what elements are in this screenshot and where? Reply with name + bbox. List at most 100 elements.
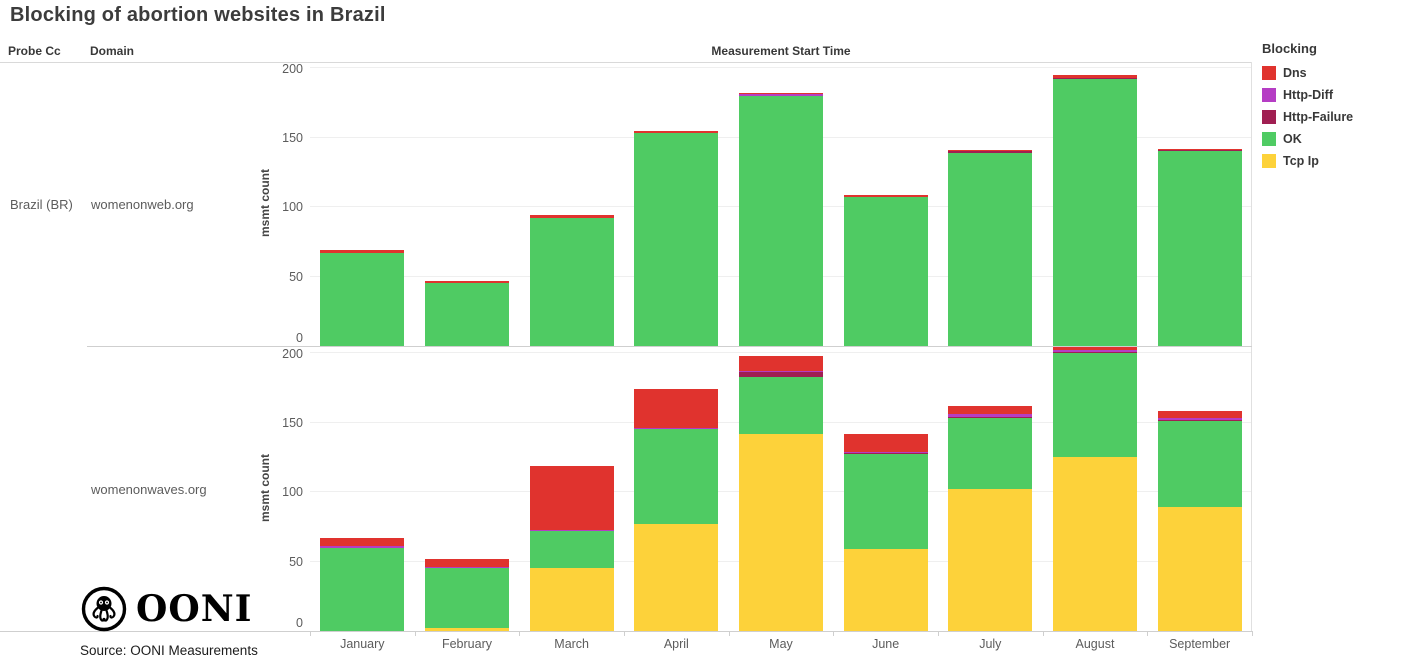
- bar-segment-ok[interactable]: [1157, 151, 1242, 346]
- bar-segment-http-diff[interactable]: [739, 371, 823, 373]
- bar-segment-tcp-ip[interactable]: [948, 489, 1033, 631]
- bar-segment-dns[interactable]: [320, 250, 405, 253]
- bar-segment-tcp-ip[interactable]: [1053, 457, 1137, 631]
- legend-swatch: [1262, 110, 1276, 124]
- bar-segment-ok[interactable]: [1053, 353, 1137, 458]
- bar-segment-dns[interactable]: [948, 405, 1033, 415]
- bar-segment-http-diff[interactable]: [425, 567, 509, 569]
- bar-segment-http-diff[interactable]: [843, 451, 928, 454]
- bar-segment-http-diff[interactable]: [739, 94, 823, 96]
- bar-march: [529, 347, 614, 631]
- bar-segment-dns[interactable]: [1053, 347, 1137, 351]
- bar-segment-dns[interactable]: [739, 93, 823, 95]
- bar-segment-dns[interactable]: [739, 355, 823, 372]
- facet-divider-line: [87, 346, 1252, 347]
- bar-segment-http-failure[interactable]: [1053, 351, 1137, 353]
- bar-segment-tcp-ip[interactable]: [425, 628, 509, 631]
- bar-segment-http-diff[interactable]: [948, 414, 1033, 417]
- bar-january: [320, 62, 405, 346]
- bar-segment-ok[interactable]: [529, 218, 614, 346]
- header-divider-line: [0, 62, 1252, 63]
- legend-swatch: [1262, 66, 1276, 80]
- bar-segment-tcp-ip[interactable]: [529, 568, 614, 631]
- bar-segment-dns[interactable]: [634, 130, 719, 134]
- bar-segment-dns[interactable]: [948, 150, 1033, 152]
- x-tick-mark: [728, 631, 730, 636]
- bar-segment-dns[interactable]: [529, 465, 614, 530]
- source-caption: Source: OONI Measurements: [80, 643, 258, 658]
- x-tick-mark: [310, 631, 311, 636]
- bar-segment-ok[interactable]: [634, 133, 719, 346]
- bar-march: [529, 62, 614, 346]
- legend-title: Blocking: [1262, 41, 1317, 56]
- bar-segment-tcp-ip[interactable]: [739, 433, 823, 631]
- bar-segment-dns[interactable]: [320, 537, 405, 547]
- y-tick-label: 0: [296, 616, 303, 630]
- bar-segment-dns[interactable]: [425, 280, 509, 284]
- bar-segment-http-failure[interactable]: [1157, 150, 1242, 152]
- bar-segment-tcp-ip[interactable]: [634, 523, 719, 631]
- legend-item-http-diff: Http-Diff: [1262, 84, 1353, 106]
- gridline: [310, 67, 1251, 68]
- bar-segment-ok[interactable]: [634, 429, 719, 524]
- y-tick-label: 50: [289, 554, 303, 569]
- y-tick-label: 100: [282, 485, 303, 499]
- legend-item-tcp ip: Tcp Ip: [1262, 150, 1353, 172]
- legend-label: Http-Diff: [1283, 88, 1333, 102]
- y-tick-label: 200: [282, 62, 303, 76]
- bar-segment-ok[interactable]: [1053, 79, 1137, 346]
- bar-segment-http-failure[interactable]: [948, 151, 1033, 153]
- bar-segment-http-failure[interactable]: [843, 453, 928, 455]
- bar-segment-http-failure[interactable]: [948, 416, 1033, 419]
- bar-segment-ok[interactable]: [843, 197, 928, 346]
- bar-segment-ok[interactable]: [843, 454, 928, 549]
- bar-segment-ok[interactable]: [320, 547, 405, 631]
- y-tick-label: 0: [296, 331, 303, 345]
- legend-swatch: [1262, 154, 1276, 168]
- bar-segment-ok[interactable]: [948, 152, 1033, 346]
- bar-segment-http-diff[interactable]: [1157, 418, 1242, 420]
- bar-segment-tcp-ip[interactable]: [1157, 507, 1242, 631]
- legend-item-ok: OK: [1262, 128, 1353, 150]
- bar-segment-ok[interactable]: [739, 95, 823, 346]
- bar-may: [739, 347, 823, 631]
- bar-segment-dns[interactable]: [1157, 148, 1242, 151]
- y-tick-label: 100: [282, 200, 303, 214]
- bar-segment-http-failure[interactable]: [1053, 77, 1137, 80]
- bar-segment-tcp-ip[interactable]: [843, 549, 928, 631]
- bar-july: [948, 62, 1033, 346]
- bar-segment-dns[interactable]: [843, 194, 928, 198]
- bar-june: [843, 347, 928, 631]
- bar-segment-http-failure[interactable]: [739, 372, 823, 377]
- legend-item-http-failure: Http-Failure: [1262, 106, 1353, 128]
- bar-august: [1053, 62, 1137, 346]
- bar-segment-ok[interactable]: [425, 568, 509, 629]
- bar-segment-dns[interactable]: [1053, 74, 1137, 78]
- bar-segment-dns[interactable]: [1157, 411, 1242, 419]
- y-tick-label: 150: [282, 415, 303, 430]
- bar-segment-dns[interactable]: [634, 389, 719, 429]
- legend-label: OK: [1283, 132, 1302, 146]
- bar-segment-http-diff[interactable]: [1053, 350, 1137, 352]
- month-label-january: January: [340, 637, 385, 651]
- bar-segment-ok[interactable]: [425, 283, 509, 346]
- bar-segment-ok[interactable]: [948, 418, 1033, 490]
- bar-segment-ok[interactable]: [529, 530, 614, 569]
- chart-panel-womenonwaves: [310, 347, 1252, 631]
- bar-segment-http-failure[interactable]: [1157, 419, 1242, 422]
- legend-label: Tcp Ip: [1283, 154, 1319, 168]
- bar-segment-ok[interactable]: [1157, 421, 1242, 508]
- bar-segment-ok[interactable]: [739, 376, 823, 434]
- bar-segment-http-diff[interactable]: [634, 428, 719, 430]
- month-label-may: May: [769, 637, 793, 651]
- bar-segment-ok[interactable]: [320, 252, 405, 346]
- page-title: Blocking of abortion websites in Brazil: [10, 4, 386, 26]
- x-axis-line: [0, 631, 1252, 632]
- bar-segment-dns[interactable]: [843, 433, 928, 452]
- bar-segment-http-diff[interactable]: [320, 546, 405, 548]
- bar-segment-dns[interactable]: [425, 558, 509, 568]
- bar-february: [425, 347, 509, 631]
- bar-segment-http-diff[interactable]: [529, 529, 614, 531]
- bar-segment-dns[interactable]: [529, 215, 614, 219]
